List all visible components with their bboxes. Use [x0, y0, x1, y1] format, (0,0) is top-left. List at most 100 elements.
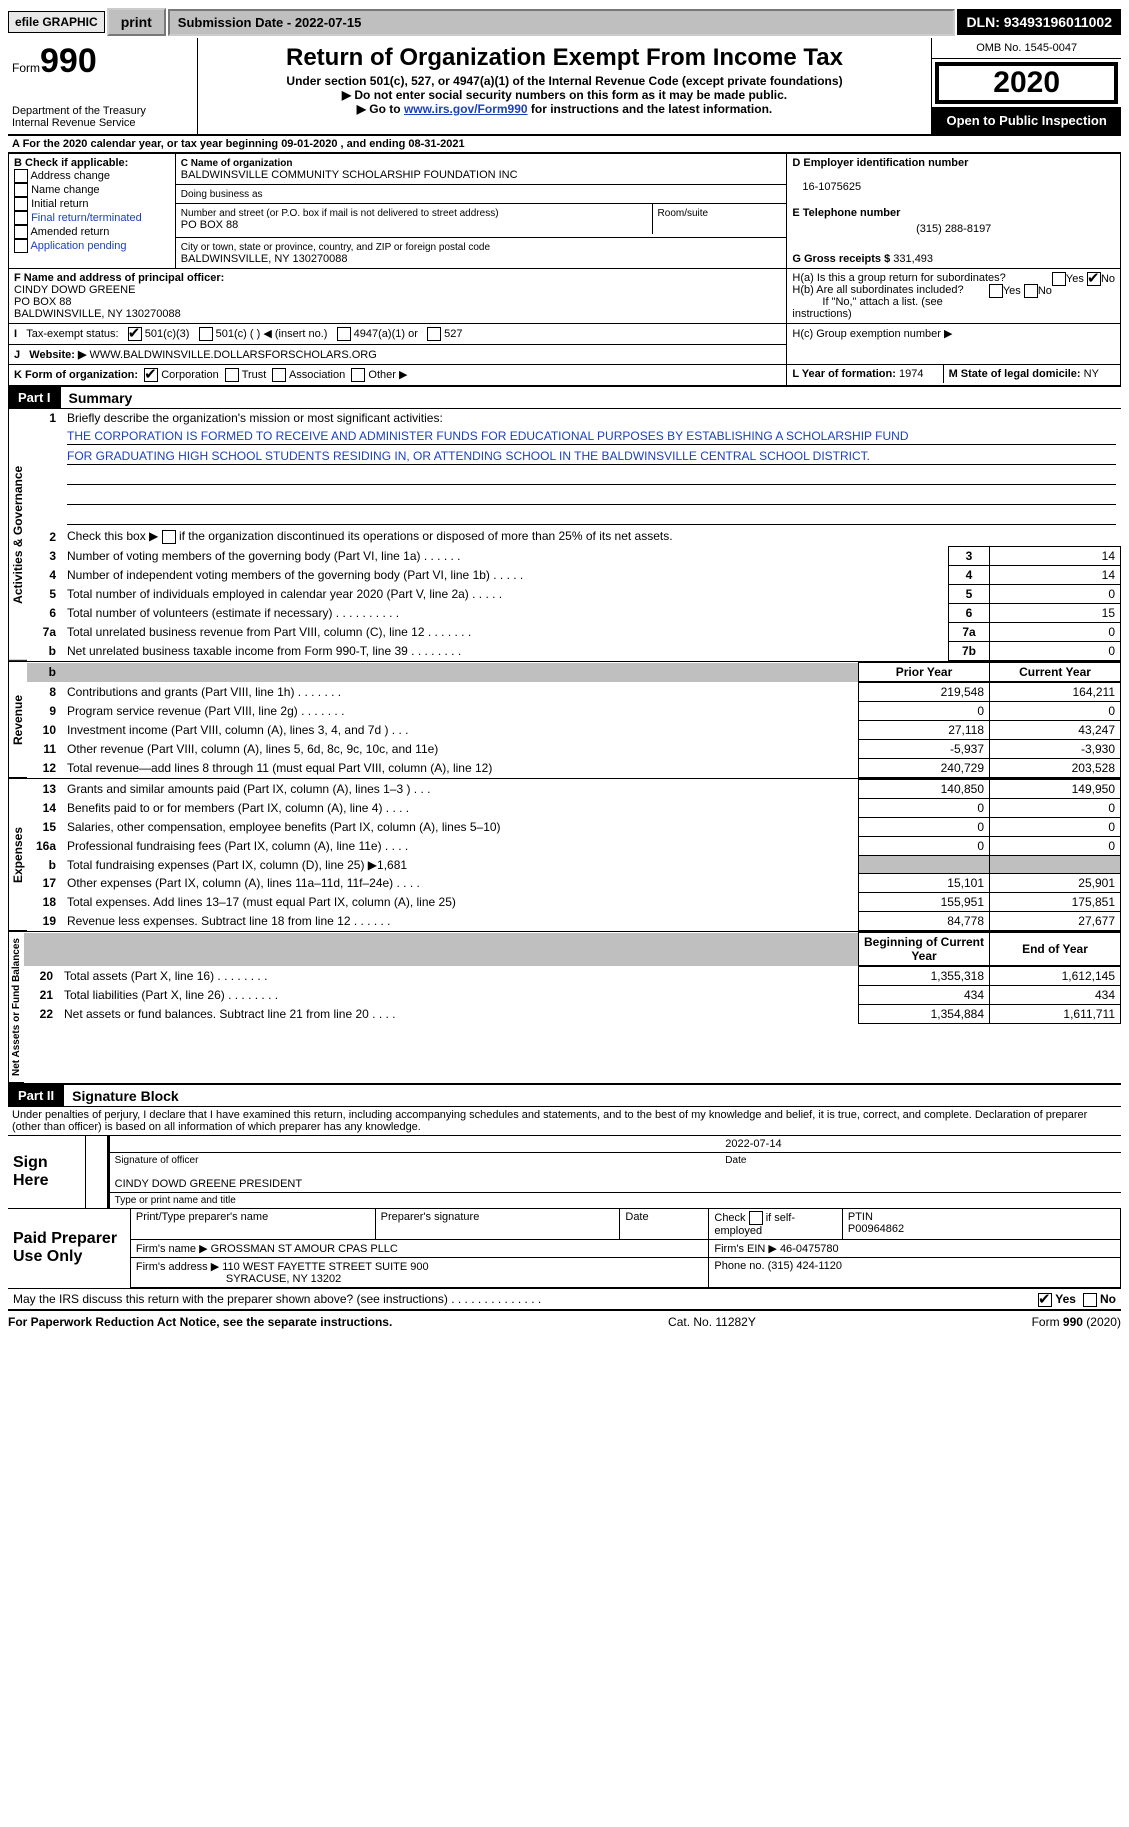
line-text: Number of voting members of the governin… — [62, 547, 949, 566]
line-prior: 15,101 — [859, 874, 990, 893]
hb-no[interactable] — [1024, 284, 1038, 298]
line-curr: 43,247 — [990, 721, 1121, 740]
check-name[interactable] — [14, 183, 28, 197]
line-curr: 0 — [990, 818, 1121, 837]
form-title: Return of Organization Exempt From Incom… — [202, 44, 928, 72]
ck-other[interactable] — [351, 368, 365, 382]
line-no: 5 — [27, 585, 62, 604]
line-no: 21 — [24, 986, 59, 1005]
line-prior: 434 — [859, 986, 990, 1005]
ha-no[interactable] — [1087, 272, 1101, 286]
vlabel-netassets: Net Assets or Fund Balances — [8, 932, 24, 1083]
part2-header: Part II Signature Block — [8, 1085, 1121, 1107]
line-prior: 0 — [859, 818, 990, 837]
dept-treasury: Department of the Treasury Internal Reve… — [12, 105, 193, 129]
firm-name: GROSSMAN ST AMOUR CPAS PLLC — [211, 1243, 398, 1255]
ck-selfemployed[interactable] — [749, 1211, 763, 1225]
box-c-label: C Name of organization — [181, 158, 293, 169]
footer-mid: Cat. No. 11282Y — [668, 1315, 756, 1329]
vlabel-expenses: Expenses — [8, 779, 27, 931]
line-curr: 175,851 — [990, 893, 1121, 912]
irs-link[interactable]: www.irs.gov/Form990 — [404, 102, 528, 116]
line-val: 0 — [990, 642, 1121, 661]
line-curr: -3,930 — [990, 740, 1121, 759]
line-text: Total unrelated business revenue from Pa… — [62, 623, 949, 642]
part2-tag: Part II — [8, 1085, 64, 1106]
formorg-label: K Form of organization: — [14, 369, 138, 381]
ck-501c[interactable] — [199, 327, 213, 341]
year-form-val: 1974 — [899, 368, 923, 380]
line-no: 15 — [27, 818, 62, 837]
hb-label: H(b) Are all subordinates included? — [792, 284, 963, 296]
line-text: Total number of individuals employed in … — [62, 585, 949, 604]
check-address[interactable] — [14, 169, 28, 183]
line-no: 22 — [24, 1005, 59, 1024]
print-button[interactable]: print — [107, 8, 166, 36]
line-text: Program service revenue (Part VIII, line… — [62, 702, 859, 721]
discuss-yes[interactable] — [1038, 1293, 1052, 1307]
officer-name: CINDY DOWD GREENE — [14, 284, 135, 296]
mission-3 — [67, 469, 1116, 485]
room-label: Room/suite — [658, 208, 709, 219]
ck-corp[interactable] — [144, 368, 158, 382]
firm-ein-label: Firm's EIN ▶ — [714, 1243, 777, 1255]
line-curr: 434 — [990, 986, 1121, 1005]
check-initial[interactable] — [14, 197, 28, 211]
phone-value: (315) 288-8197 — [792, 219, 1115, 235]
line-text: Total revenue—add lines 8 through 11 (mu… — [62, 759, 859, 778]
line-prior: 155,951 — [859, 893, 990, 912]
line-text: Net unrelated business taxable income fr… — [62, 642, 949, 661]
ck-trust[interactable] — [225, 368, 239, 382]
phone-label: E Telephone number — [792, 207, 900, 219]
hb-yes[interactable] — [989, 284, 1003, 298]
ein-value: 16-1075625 — [792, 181, 861, 193]
discuss-no[interactable] — [1083, 1293, 1097, 1307]
form-note2: ▶ Go to www.irs.gov/Form990 for instruct… — [202, 102, 928, 116]
line-text: Professional fundraising fees (Part IX, … — [62, 837, 859, 856]
ck-527[interactable] — [427, 327, 441, 341]
line-boxno: 7b — [949, 642, 990, 661]
footer-right: Form 990 (2020) — [1032, 1315, 1121, 1329]
state-label: M State of legal domicile: — [949, 368, 1081, 380]
website-value: WWW.BALDWINSVILLE.DOLLARSFORSCHOLARS.ORG — [90, 349, 377, 361]
ck-assoc[interactable] — [272, 368, 286, 382]
line-text: Benefits paid to or for members (Part IX… — [62, 799, 859, 818]
line-no: 4 — [27, 566, 62, 585]
firm-name-label: Firm's name ▶ — [136, 1243, 208, 1255]
line-boxno: 6 — [949, 604, 990, 623]
check-final[interactable] — [14, 211, 28, 225]
firm-addr1: 110 WEST FAYETTE STREET SUITE 900 — [222, 1261, 428, 1273]
ha-yes[interactable] — [1052, 272, 1066, 286]
firm-phone-label: Phone no. — [714, 1260, 764, 1272]
form-header: Form990 Department of the Treasury Inter… — [8, 38, 1121, 136]
line-prior: 27,118 — [859, 721, 990, 740]
line-prior: 240,729 — [859, 759, 990, 778]
ck-4947[interactable] — [337, 327, 351, 341]
line-curr: 164,211 — [990, 683, 1121, 702]
line-curr: 0 — [990, 702, 1121, 721]
line-no: 12 — [27, 759, 62, 778]
ck-discontinued[interactable] — [162, 530, 176, 544]
col-curr: Current Year — [990, 663, 1121, 682]
tax-status-label: Tax-exempt status: — [26, 328, 118, 340]
mission-2: FOR GRADUATING HIGH SCHOOL STUDENTS RESI… — [67, 449, 1116, 465]
year-form-label: L Year of formation: — [792, 368, 896, 380]
officer-typed: CINDY DOWD GREENE PRESIDENT — [108, 1168, 1121, 1193]
part1-title: Summary — [61, 390, 133, 406]
sig-date: 2022-07-14 — [720, 1136, 1121, 1153]
line-prior: 0 — [859, 837, 990, 856]
omb-number: OMB No. 1545-0047 — [932, 38, 1121, 59]
check-amended[interactable] — [14, 225, 28, 239]
line-text: Grants and similar amounts paid (Part IX… — [62, 780, 859, 799]
line-no: 13 — [27, 780, 62, 799]
open-public: Open to Public Inspection — [932, 107, 1121, 134]
part1-header: Part I Summary — [8, 386, 1121, 409]
line-no: 14 — [27, 799, 62, 818]
line-prior: 140,850 — [859, 780, 990, 799]
ha-label: H(a) Is this a group return for subordin… — [792, 272, 1005, 284]
line-text: Total expenses. Add lines 13–17 (must eq… — [62, 893, 859, 912]
mission-1: THE CORPORATION IS FORMED TO RECEIVE AND… — [67, 429, 1116, 445]
check-pending[interactable] — [14, 239, 28, 253]
ck-501c3[interactable] — [128, 327, 142, 341]
page-footer: For Paperwork Reduction Act Notice, see … — [8, 1310, 1121, 1329]
